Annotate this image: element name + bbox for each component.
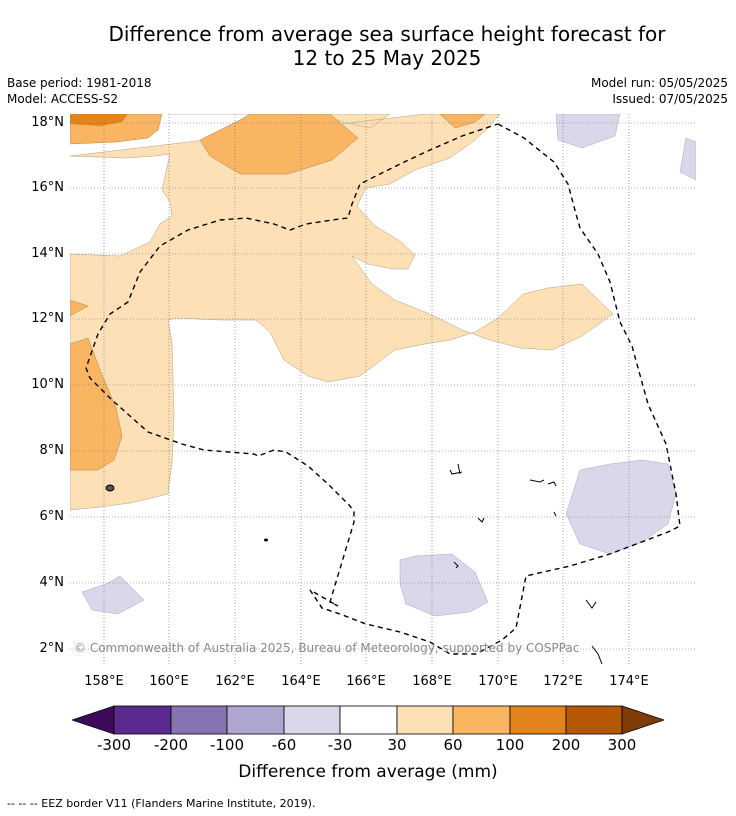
island-marker bbox=[105, 484, 115, 492]
copyright-notice: © Commonwealth of Australia 2025, Bureau… bbox=[74, 641, 580, 655]
anomaly-region-30-60 bbox=[70, 114, 614, 511]
map-canvas bbox=[70, 114, 696, 666]
colorbar-bin bbox=[226, 705, 285, 735]
anomaly-region-minus30-minus60 bbox=[81, 114, 696, 617]
colorbar-bin bbox=[283, 705, 341, 735]
colorbar-extend-low bbox=[72, 705, 115, 735]
lat-label-16n: 16°N bbox=[31, 180, 64, 195]
lon-label-170e: 170°E bbox=[478, 674, 518, 689]
colorbar-bin bbox=[113, 705, 172, 735]
colorbar-bin bbox=[565, 705, 623, 735]
base-period: Base period: 1981-2018 bbox=[7, 76, 152, 90]
lon-label-160e: 160°E bbox=[149, 674, 189, 689]
colorbar-bin bbox=[339, 705, 398, 735]
colorbar-tick: 60 bbox=[443, 736, 463, 754]
colorbar-bin bbox=[396, 705, 454, 735]
map-panel bbox=[70, 114, 696, 666]
colorbar-tick: 30 bbox=[387, 736, 407, 754]
colorbar-tick: -60 bbox=[271, 736, 297, 754]
colorbar-extend-high bbox=[621, 705, 664, 735]
lat-label-14n: 14°N bbox=[31, 246, 64, 261]
colorbar-bin bbox=[452, 705, 511, 735]
lat-label-12n: 12°N bbox=[31, 311, 64, 326]
island-marker bbox=[449, 463, 603, 665]
lat-label-2n: 2°N bbox=[39, 641, 65, 656]
lat-label-4n: 4°N bbox=[39, 575, 65, 590]
colorbar-tick: 100 bbox=[495, 736, 525, 754]
lat-label-6n: 6°N bbox=[39, 509, 65, 524]
meta-left: Base period: 1981-2018 Model: ACCESS-S2 bbox=[7, 75, 152, 107]
eez-border bbox=[85, 123, 681, 655]
model-name: Model: ACCESS-S2 bbox=[7, 92, 119, 106]
lon-label-158e: 158°E bbox=[84, 674, 124, 689]
longitude-gridlines bbox=[103, 114, 630, 666]
anomaly-region-60-100-west bbox=[70, 299, 123, 471]
latitude-gridlines bbox=[70, 122, 696, 650]
eez-legend-note: -- -- -- EEZ border V11 (Flanders Marine… bbox=[7, 797, 316, 810]
lat-label-18n: 18°N bbox=[31, 115, 64, 130]
model-run: Model run: 05/05/2025 bbox=[590, 76, 728, 90]
lon-label-164e: 164°E bbox=[281, 674, 321, 689]
colorbar-tick: -30 bbox=[327, 736, 353, 754]
anomaly-region-60-100-north bbox=[70, 114, 486, 175]
title-line-2: 12 to 25 May 2025 bbox=[292, 46, 482, 70]
colorbar-bin bbox=[170, 705, 228, 735]
lon-label-172e: 172°E bbox=[543, 674, 583, 689]
colorbar-tick: 200 bbox=[551, 736, 581, 754]
lat-label-10n: 10°N bbox=[31, 377, 64, 392]
colorbar bbox=[72, 705, 664, 735]
colorbar-bin bbox=[509, 705, 567, 735]
colorbar-label: Difference from average (mm) bbox=[238, 762, 498, 782]
colorbar-tick: -300 bbox=[96, 736, 132, 754]
lon-label-166e: 166°E bbox=[346, 674, 386, 689]
colorbar-tick: -200 bbox=[153, 736, 189, 754]
anomaly-region-100-200 bbox=[70, 114, 128, 126]
island-marker bbox=[264, 538, 268, 542]
lon-label-174e: 174°E bbox=[609, 674, 649, 689]
colorbar-tick: 300 bbox=[607, 736, 637, 754]
map-title: Difference from average sea surface heig… bbox=[0, 22, 736, 70]
colorbar-tick: -100 bbox=[209, 736, 245, 754]
lat-label-8n: 8°N bbox=[39, 443, 65, 458]
issued-date: Issued: 07/05/2025 bbox=[612, 92, 728, 106]
lon-label-168e: 168°E bbox=[412, 674, 452, 689]
meta-right: Model run: 05/05/2025 Issued: 07/05/2025 bbox=[591, 75, 728, 107]
title-line-1: Difference from average sea surface heig… bbox=[108, 22, 666, 46]
lon-label-162e: 162°E bbox=[215, 674, 255, 689]
